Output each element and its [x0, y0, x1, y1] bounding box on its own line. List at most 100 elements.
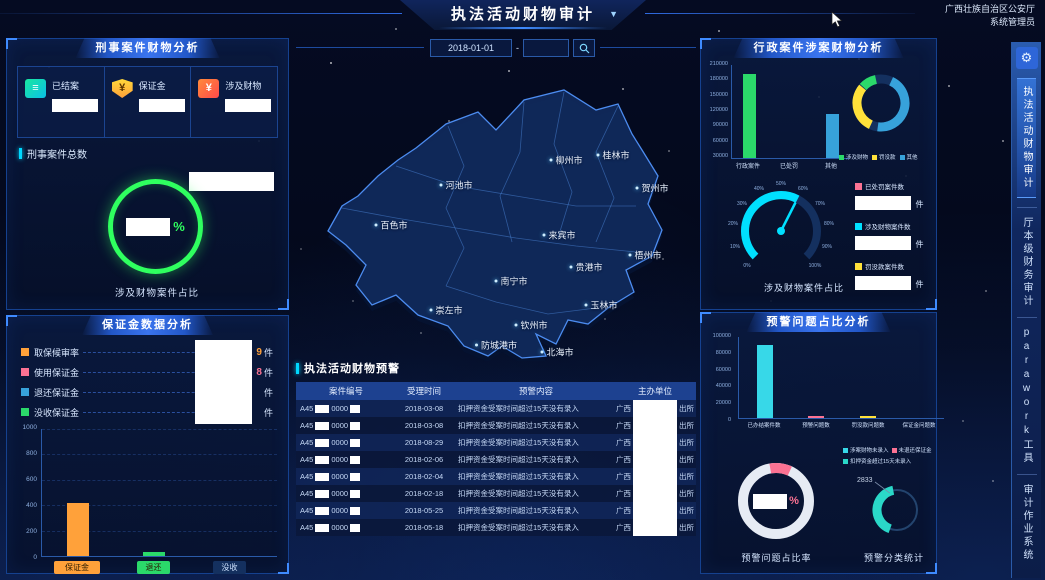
legend-swatch: [843, 458, 848, 464]
svg-text:70%: 70%: [815, 201, 826, 207]
city-marker-dot: [494, 279, 498, 283]
warning-ratio-panel: 预警问题占比分析 100000 80000 60000 40000 20000 0 已办结…: [700, 312, 944, 574]
map-city-fangchenggang[interactable]: 防城港市: [474, 339, 517, 352]
city-marker-dot: [549, 158, 553, 162]
column-header: 受理时间: [406, 386, 441, 396]
map-city-nanning[interactable]: 南宁市: [494, 275, 528, 288]
redacted-value: [350, 456, 361, 465]
redacted-value: [753, 493, 788, 509]
table-row[interactable]: A45 0000 2018-05-25 扣押资金受案时间超过15天没有录入 广西出…: [296, 502, 696, 519]
app-title-banner: 执法活动财物审计 ▼: [400, 0, 646, 30]
legend-item[interactable]: 其他: [899, 153, 918, 161]
table-row[interactable]: A45 0000 2018-05-18 扣押资金受案时间超过15天没有录入 广西出…: [296, 519, 696, 536]
sidebar-divider: [1016, 474, 1037, 475]
x-label-chip: 保证金: [54, 561, 100, 574]
guangxi-province-map[interactable]: 桂林市 柳州市 河池市 贺州市 百色市 来宾市 梧州市 贵港市 南宁市 玉林市 …: [296, 56, 696, 364]
map-city-guigang[interactable]: 贵港市: [569, 261, 603, 274]
stat-label: 已结案: [52, 81, 80, 91]
map-city-wuzhou[interactable]: 梧州市: [628, 249, 662, 262]
percent-unit: %: [789, 495, 799, 507]
map-city-beihai[interactable]: 北海市: [540, 346, 574, 359]
chevron-down-icon[interactable]: ▼: [609, 9, 618, 19]
redacted-value: [855, 195, 911, 210]
svg-text:2833: 2833: [857, 477, 873, 484]
search-button[interactable]: [573, 39, 595, 57]
svg-text:40%: 40%: [754, 186, 765, 192]
svg-text:30%: 30%: [737, 201, 748, 207]
map-city-chongzuo[interactable]: 崇左市: [429, 304, 463, 317]
redacted-value: [350, 439, 361, 448]
panel-title: 行政案件涉案财物分析: [734, 38, 904, 58]
map-city-hechi[interactable]: 河池市: [439, 179, 473, 192]
table-row[interactable]: A45 0000 2018-02-06 扣押资金受案时间超过15天没有录入 广西出…: [296, 451, 696, 468]
legend-item[interactable]: 涉及财物: [839, 153, 868, 161]
map-shape: [327, 89, 663, 364]
table-row[interactable]: A45 0000 2018-08-29 扣押资金受案时间超过15天没有录入 广西出…: [296, 434, 696, 451]
admin-bar-chart: [731, 65, 849, 159]
redacted-value: [315, 405, 330, 414]
case-org: 广西 出所: [614, 468, 696, 485]
map-city-liuzhou[interactable]: 柳州市: [549, 154, 583, 167]
case-date: 2018-05-18: [404, 523, 444, 532]
redacted-value: [633, 417, 677, 434]
legend-item[interactable]: 未退还保证金: [891, 446, 932, 454]
date-end-input[interactable]: [523, 39, 569, 57]
deposit-shield-icon: ¥: [111, 79, 133, 98]
redacted-value: [315, 473, 330, 482]
deposit-legend: 取保候审率 9 件 使用保证金 8 件 退还保证金 件 没收保: [21, 342, 273, 422]
case-date: 2018-02-18: [404, 489, 444, 498]
case-org: 广西 出所: [614, 485, 696, 502]
date-start-input[interactable]: 2018-01-01: [430, 39, 512, 57]
warning-content: 扣押资金受案时间超过15天没有录入: [458, 523, 579, 532]
ratio-gauge: 0% 10% 20% 30% 40% 50% 60% 70% 80% 90% 1…: [728, 181, 835, 269]
redacted-value: [350, 422, 361, 431]
legend-item[interactable]: 使用保证金 8 件: [21, 362, 273, 382]
settings-button[interactable]: ⚙: [1015, 47, 1038, 69]
case-number: A45 0000: [296, 502, 392, 519]
legend-item[interactable]: 扣押资金超过15天未录入: [843, 457, 911, 465]
legend-item[interactable]: 罚没款: [872, 153, 896, 161]
sidebar-item-department-finance-audit[interactable]: 厅本级财务审计: [1021, 217, 1032, 308]
table-row[interactable]: A45 0000 2018-03-08 扣押资金受案时间超过15天没有录入 广西出…: [296, 417, 696, 434]
map-city-qinzhou[interactable]: 钦州市: [514, 319, 548, 332]
redacted-value: [350, 507, 361, 516]
map-city-guilin[interactable]: 桂林市: [596, 149, 630, 162]
case-date: 2018-03-08: [404, 404, 444, 413]
warning-list-section: 执法活动财物预警 案件编号 受理时间 预警内容 主办单位 A45 0000 201…: [296, 360, 696, 574]
map-city-baise[interactable]: 百色市: [374, 219, 408, 232]
map-city-hezhou[interactable]: 贺州市: [635, 182, 669, 195]
svg-text:20%: 20%: [728, 221, 739, 227]
legend-item[interactable]: 没收保证金 件: [21, 402, 273, 422]
legend-swatch: [21, 388, 29, 396]
table-row[interactable]: A45 0000 2018-02-04 扣押资金受案时间超过15天没有录入 广西出…: [296, 468, 696, 485]
case-date: 2018-05-25: [404, 506, 444, 515]
map-city-laibin[interactable]: 来宾市: [542, 229, 576, 242]
city-marker-dot: [628, 253, 632, 257]
stat-closed-cases: ≡ 已结案: [18, 67, 105, 137]
legend-item[interactable]: 退还保证金 件: [21, 382, 273, 402]
header-line-left: [0, 13, 402, 14]
map-city-yulin[interactable]: 玉林市: [584, 299, 618, 312]
case-date: 2018-02-06: [404, 455, 444, 464]
closed-case-icon: ≡: [25, 79, 46, 98]
stat-swatch: [855, 262, 862, 270]
redacted-value: [633, 519, 677, 536]
x-label-chip: 没收: [213, 561, 246, 574]
table-row[interactable]: A45 0000 2018-03-08 扣押资金受案时间超过15天没有录入 广西出…: [296, 400, 696, 417]
y-axis-labels: 100000 80000 60000 40000 20000 0: [712, 333, 731, 423]
sidebar-item-law-enforcement-audit[interactable]: 执法活动财物审计: [1017, 78, 1036, 198]
legend-item[interactable]: 涉案财物未录入: [843, 446, 889, 454]
page-title: 执法活动财物审计: [450, 6, 595, 23]
city-marker-dot: [439, 183, 443, 187]
table-header-row: 案件编号 受理时间 预警内容 主办单位: [296, 382, 696, 400]
panel-title: 预警问题占比分析: [747, 312, 891, 332]
city-marker-dot: [540, 350, 544, 354]
case-number: A45 0000: [296, 485, 392, 502]
table-row[interactable]: A45 0000 2018-02-18 扣押资金受案时间超过15天没有录入 广西出…: [296, 485, 696, 502]
sidebar-item-parawork-tool[interactable]: parawork工具: [1021, 327, 1032, 465]
sidebar-item-audit-work-system[interactable]: 审计作业系统: [1021, 484, 1032, 562]
case-org: 广西 出所: [614, 502, 696, 519]
x-axis-label: 行政案件: [735, 164, 760, 170]
legend-item[interactable]: 取保候审率 9 件: [21, 342, 273, 362]
city-marker-dot: [584, 303, 588, 307]
